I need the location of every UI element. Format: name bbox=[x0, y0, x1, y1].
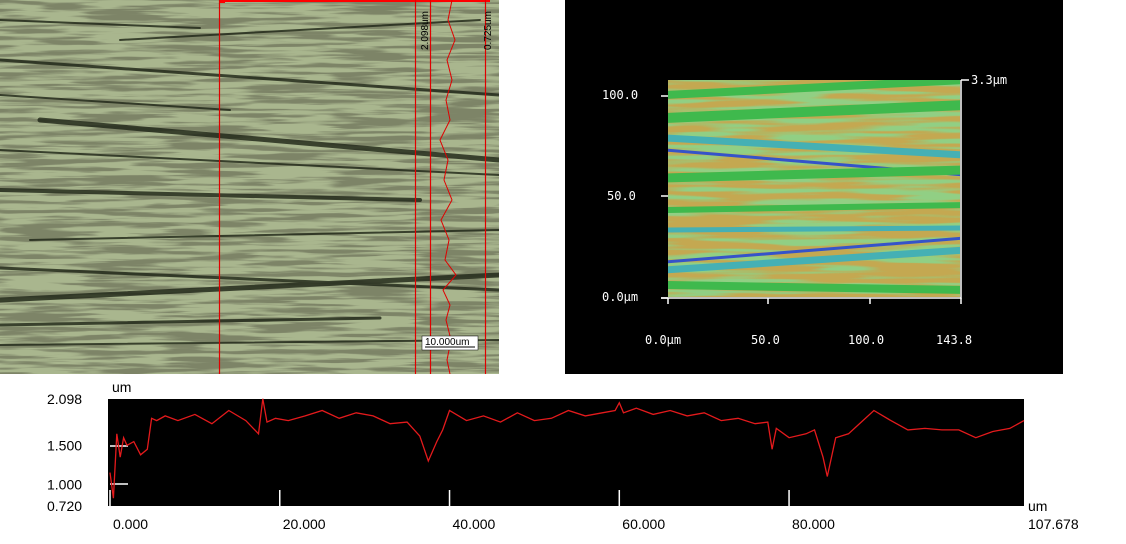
height-map-axes bbox=[661, 79, 969, 304]
measurement-cursors[interactable] bbox=[218, 0, 490, 374]
x-tick-label: 0.000 bbox=[113, 516, 148, 532]
height-map bbox=[668, 80, 960, 297]
x-tick-label: 20.000 bbox=[283, 516, 326, 532]
micrograph-texture bbox=[0, 0, 499, 374]
x-tick-label: 40.000 bbox=[453, 516, 496, 532]
y-tick-label: 1.000 bbox=[47, 476, 82, 492]
x-tick-label: 107.678 bbox=[1028, 516, 1079, 532]
z-max-label: 3.3µm bbox=[971, 73, 1008, 87]
x-tick-label: 100.0 bbox=[848, 333, 885, 347]
profile-series-line bbox=[109, 398, 1025, 499]
y-tick-label: 100.0 bbox=[602, 88, 639, 102]
profile-label-2: 0.725um bbox=[483, 11, 494, 50]
optical-micrograph: 2.098um 0.725um 10.000um bbox=[0, 0, 499, 374]
y-tick-label: 50.0 bbox=[607, 189, 636, 203]
x-tick-label: 60.000 bbox=[622, 516, 665, 532]
y-tick-label: 1.500 bbox=[47, 437, 82, 453]
scale-bar-label: 10.000um bbox=[425, 337, 469, 348]
x-axis-unit: um bbox=[1028, 498, 1047, 514]
x-tick-label: 50.0 bbox=[751, 333, 780, 347]
vertical-profile-trace bbox=[439, 0, 457, 374]
y-tick-label: 2.098 bbox=[47, 391, 82, 407]
profile-chart: um um 2.098 1.500 1.000 0.720 0.000 20.000 40.… bbox=[0, 378, 1126, 539]
height-map-panel: 3.3µm 100.0 50.0 0.0µm 0.0µm 50.0 100.0 … bbox=[565, 0, 1063, 374]
plot-background bbox=[108, 399, 1024, 506]
x-tick-label: 0.0µm bbox=[645, 333, 682, 347]
scale-bar: 10.000um bbox=[421, 335, 479, 351]
y-axis-unit: um bbox=[112, 379, 131, 395]
profile-label-1: 2.098um bbox=[420, 11, 431, 50]
x-tick-label: 80.000 bbox=[792, 516, 835, 532]
x-tick-label: 143.8 bbox=[936, 333, 973, 347]
y-tick-label: 0.720 bbox=[47, 498, 82, 514]
y-tick-label: 0.0µm bbox=[602, 290, 639, 304]
